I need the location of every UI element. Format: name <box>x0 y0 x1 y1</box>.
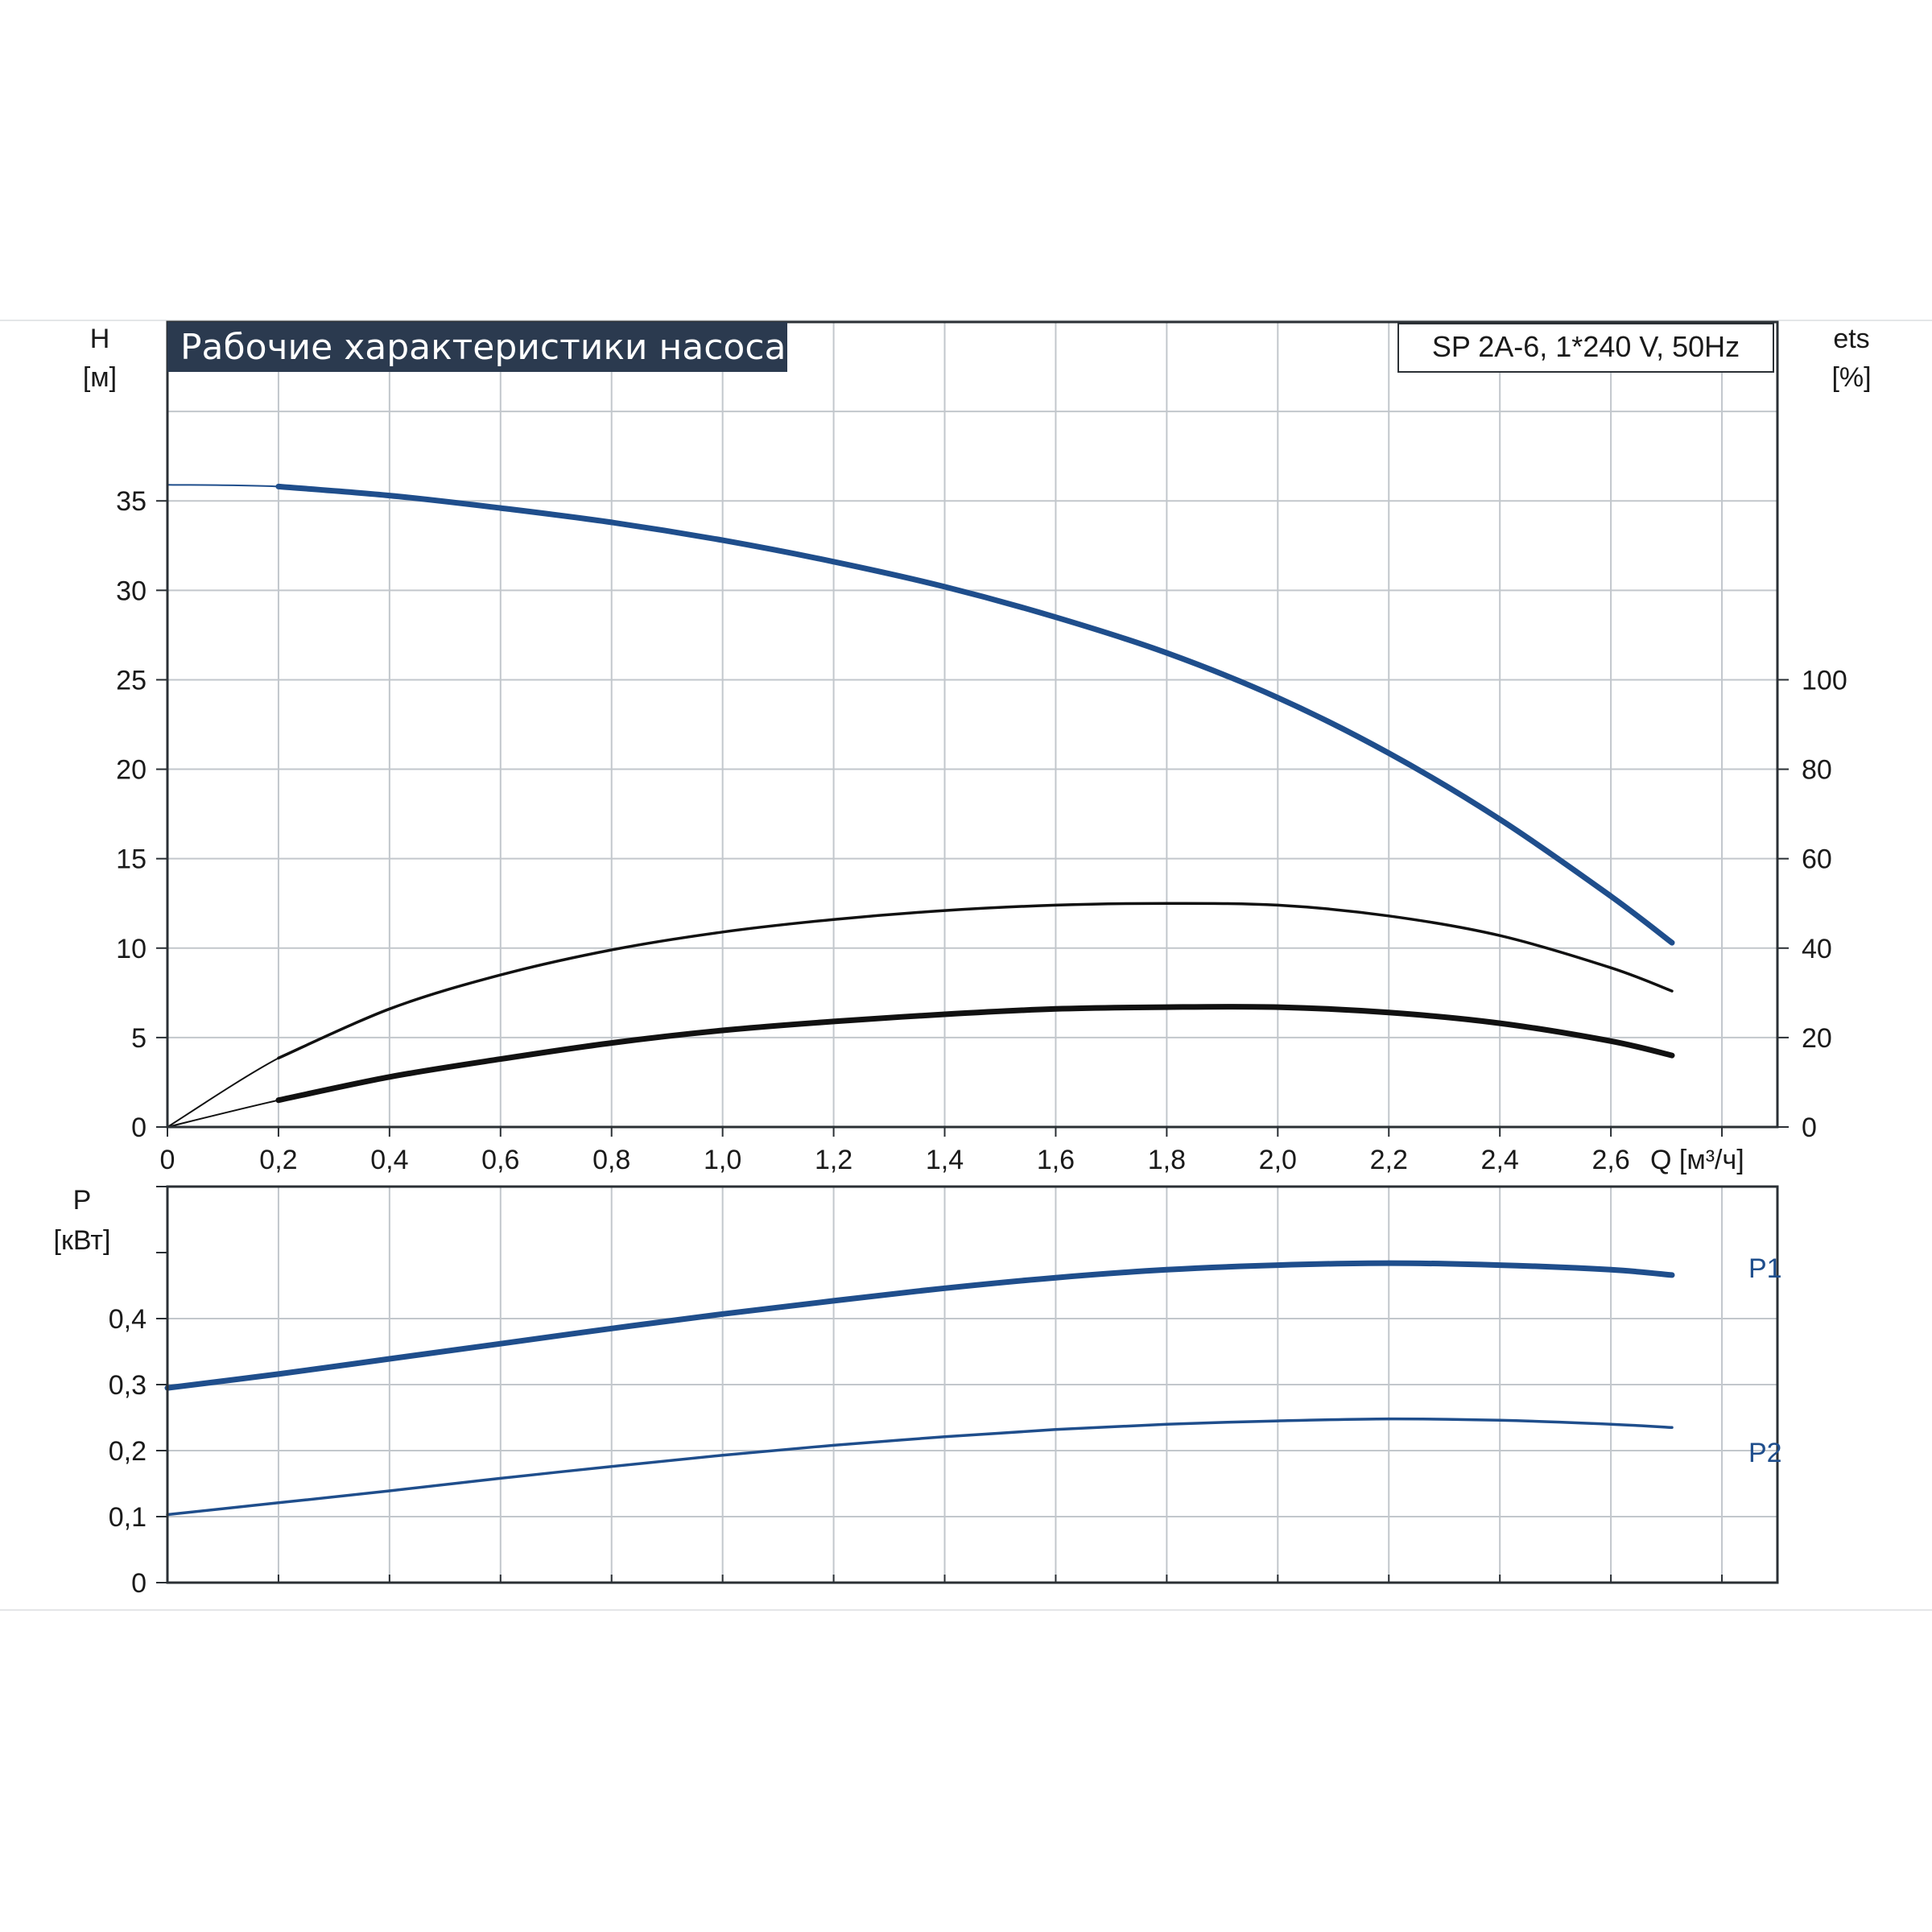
power-panel-grid <box>167 1187 1777 1583</box>
curve-total-efficiency-leadin <box>167 1099 279 1128</box>
head-panel-frame <box>166 320 1779 1129</box>
flow-axis-tick-label: 2,4 <box>1481 1145 1519 1175</box>
power-axis-title-symbol: P <box>73 1185 92 1216</box>
efficiency-axis-tick-label: 100 <box>1802 665 1847 696</box>
head-panel-curves <box>167 483 1675 1128</box>
legend-p1: P1 <box>1748 1253 1782 1284</box>
flow-axis-tick-label: 0,4 <box>370 1145 408 1175</box>
legend-p2: P2 <box>1748 1438 1782 1468</box>
power-panel-curves <box>164 1260 1675 1517</box>
efficiency-axis-title-symbol: ets <box>1833 324 1869 354</box>
flow-axis-title: Q [м³/ч] <box>1650 1145 1744 1175</box>
curve-p2 <box>166 1417 1674 1517</box>
head-panel-tick-labels: 0 5 10 15 20 25 30 35 0 20 40 60 80 100 0 0,2 0,4 0,6 0,8 1… <box>116 486 1847 1175</box>
flow-axis-tick-label: 1,8 <box>1148 1145 1186 1175</box>
curve-head-leadin <box>167 484 279 488</box>
flow-axis-tick-label: 1,0 <box>704 1145 741 1175</box>
power-axis-tick-label: 0,2 <box>109 1436 147 1467</box>
head-axis-tick-label: 0 <box>131 1113 147 1143</box>
curve-efficiency-eta <box>277 902 1674 1060</box>
flow-axis-tick-label: 0 <box>160 1145 175 1175</box>
efficiency-axis-tick-label: 80 <box>1802 755 1832 786</box>
head-axis-tick-label: 15 <box>116 844 147 875</box>
head-axis-title-symbol: H <box>90 324 110 354</box>
head-axis-tick-label: 5 <box>131 1023 147 1054</box>
chart-title: Рабочие характеристики насоса <box>180 327 786 368</box>
flow-axis-tick-label: 0,8 <box>592 1145 630 1175</box>
flow-axis-tick-label: 0,2 <box>259 1145 297 1175</box>
efficiency-axis-tick-label: 40 <box>1802 934 1832 964</box>
efficiency-axis-tick-label: 0 <box>1802 1113 1817 1143</box>
head-axis-tick-label: 35 <box>116 486 147 517</box>
curve-total-efficiency <box>275 1004 1675 1104</box>
efficiency-axis-title-unit: [%] <box>1831 362 1871 393</box>
flow-axis-tick-label: 2,0 <box>1259 1145 1297 1175</box>
flow-axis-tick-label: 2,2 <box>1370 1145 1408 1175</box>
model-box <box>1397 323 1774 373</box>
flow-axis-tick-label: 1,4 <box>926 1145 964 1175</box>
efficiency-axis-tick-label: 60 <box>1802 844 1832 875</box>
power-axis-tick-label: 0,1 <box>109 1502 147 1533</box>
flow-axis-tick-label: 2,6 <box>1591 1145 1629 1175</box>
power-panel-tick-labels: 0 0,1 0,2 0,3 0,4 <box>109 1304 147 1599</box>
flow-axis-tick-label: 1,2 <box>815 1145 852 1175</box>
flow-axis-tick-label: 1,6 <box>1037 1145 1075 1175</box>
power-panel-ticks <box>156 1186 1724 1583</box>
power-axis-title-unit: [кВт] <box>54 1225 111 1256</box>
curve-head <box>275 483 1675 946</box>
power-axis-tick-label: 0 <box>131 1568 147 1599</box>
head-axis-tick-label: 25 <box>116 665 147 696</box>
curve-p1 <box>164 1260 1675 1391</box>
power-axis-tick-label: 0,3 <box>109 1370 147 1401</box>
head-axis-title-unit: [м] <box>83 362 117 393</box>
power-axis-tick-label: 0,4 <box>109 1304 147 1335</box>
head-panel-ticks <box>156 500 1789 1137</box>
power-panel: 0 0,1 0,2 0,3 0,4 <box>109 1185 1779 1599</box>
head-panel-grid <box>167 322 1777 1128</box>
efficiency-axis-tick-label: 20 <box>1802 1023 1832 1054</box>
flow-axis-tick-label: 0,6 <box>481 1145 519 1175</box>
head-axis-tick-label: 30 <box>116 576 147 606</box>
head-axis-tick-label: 20 <box>116 755 147 786</box>
curve-efficiency-eta-leadin <box>167 1057 279 1128</box>
head-efficiency-panel: 0 5 10 15 20 25 30 35 0 20 40 60 80 100 0 0,2 0,4 0,6 0,8 1… <box>116 320 1847 1175</box>
model-label: SP 2A-6, 1*240 V, 50Hz <box>1432 330 1740 363</box>
head-axis-tick-label: 10 <box>116 934 147 964</box>
chart-title-background <box>167 322 787 372</box>
